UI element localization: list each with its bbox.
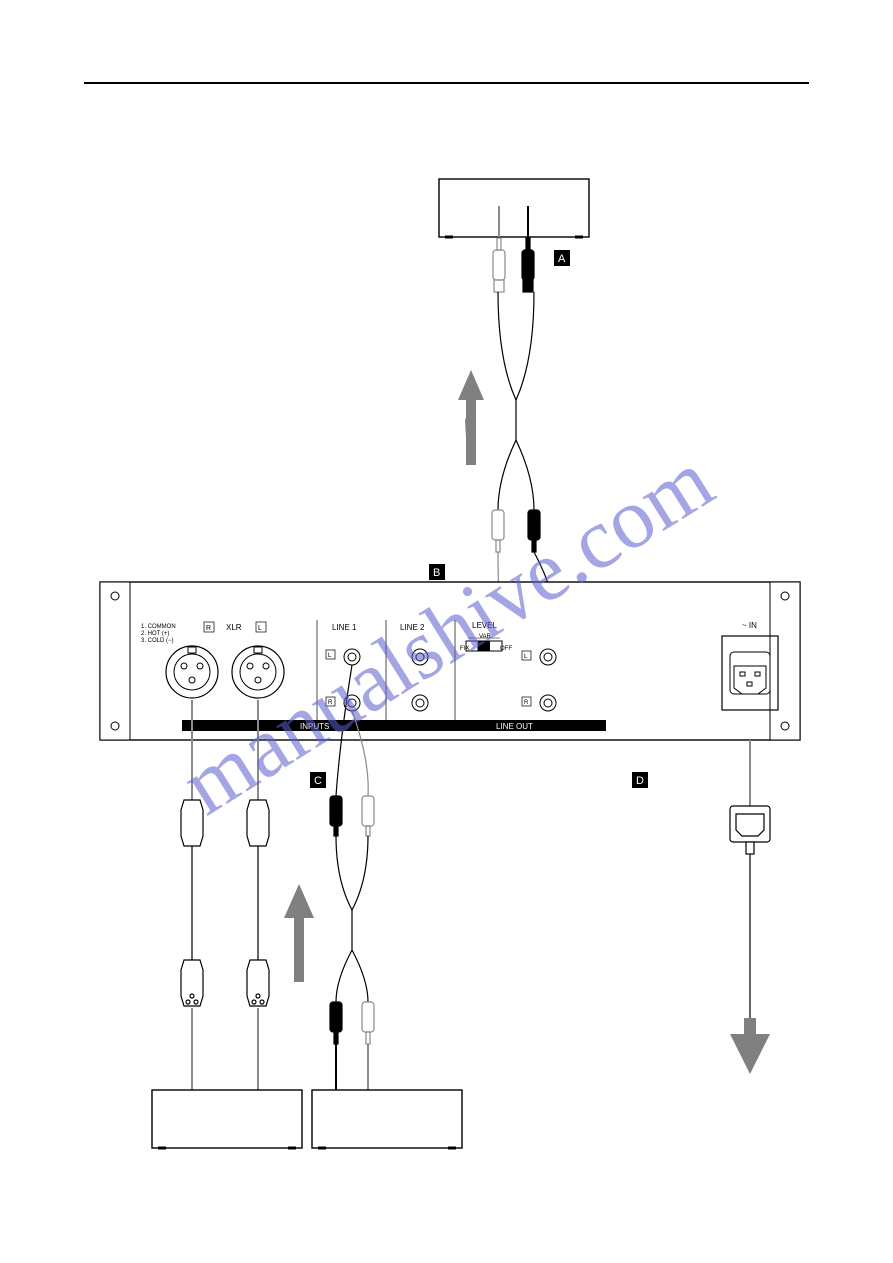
svg-text:LINE 2: LINE 2 xyxy=(400,623,425,632)
device-amplifier-top xyxy=(439,179,589,237)
connection-diagram: 1. COMMON 2. HOT (+) 3. COLD (−) R XLR L xyxy=(0,0,893,1263)
device-source-xlr xyxy=(152,1090,302,1148)
svg-text:D: D xyxy=(636,775,644,787)
svg-text:LINE OUT: LINE OUT xyxy=(496,722,533,731)
svg-text:VAR: VAR xyxy=(479,634,492,640)
svg-text:INPUTS: INPUTS xyxy=(300,722,329,731)
svg-text:C: C xyxy=(314,775,322,787)
marker-b: B xyxy=(429,564,445,580)
power-cable xyxy=(730,740,770,1074)
marker-c: C xyxy=(310,772,326,788)
svg-text:A: A xyxy=(558,253,566,265)
svg-text:LINE 1: LINE 1 xyxy=(332,623,357,632)
xlr-cables xyxy=(181,700,269,1090)
rear-panel: 1. COMMON 2. HOT (+) 3. COLD (−) R XLR L xyxy=(100,582,800,740)
svg-text:R: R xyxy=(524,700,529,706)
svg-text:L: L xyxy=(258,625,262,632)
svg-text:LEVEL: LEVEL xyxy=(472,621,497,630)
marker-d: D xyxy=(632,772,648,788)
marker-a: A xyxy=(554,250,570,266)
svg-text:R: R xyxy=(328,700,333,706)
svg-text:XLR: XLR xyxy=(226,623,242,632)
device-source-rca xyxy=(312,1090,462,1148)
arrow-up-top xyxy=(458,370,484,465)
svg-text:B: B xyxy=(433,567,440,579)
arrow-up-bottom xyxy=(284,884,314,982)
svg-text:R: R xyxy=(206,625,211,632)
svg-text:~ IN: ~ IN xyxy=(742,621,757,630)
